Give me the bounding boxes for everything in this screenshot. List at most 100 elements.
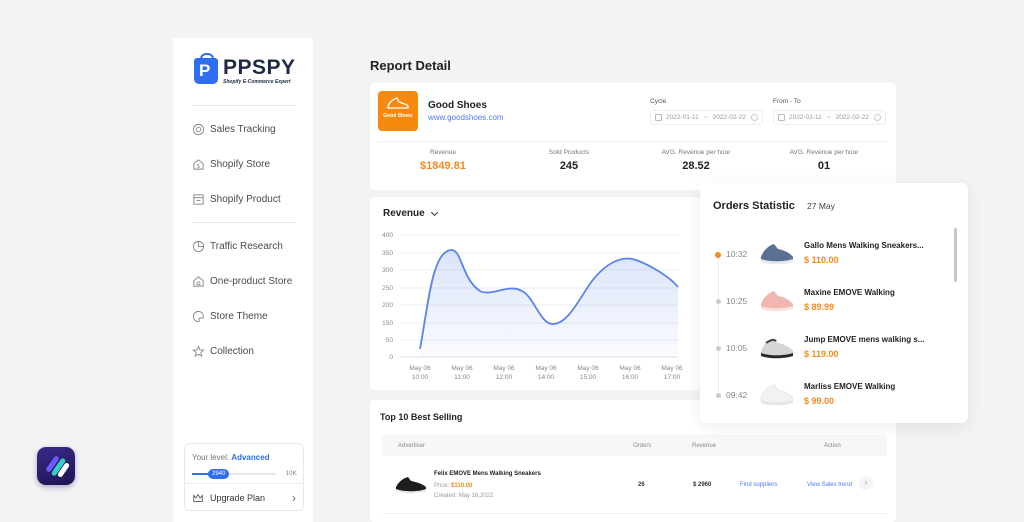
svg-text:May 06: May 06 — [535, 365, 557, 372]
sidebar-item-label: Collection — [210, 345, 254, 357]
from-to-date-range-picker[interactable]: 2022-01-11 ~ 2022-02-22 — [773, 110, 886, 125]
star-icon — [192, 344, 205, 357]
sidebar-item-sales-tracking[interactable]: Sales Tracking — [192, 119, 276, 139]
column-header-action: Action — [824, 443, 841, 449]
level-progress-max: 10K — [285, 470, 297, 477]
svg-text:200: 200 — [382, 302, 393, 309]
sidebar-item-label: Shopify Store — [210, 158, 271, 170]
upgrade-plan-button[interactable]: Upgrade Plan › — [185, 484, 303, 511]
cycle-date-range-picker[interactable]: 2022-01-11 ~ 2022-02-22 — [650, 110, 763, 125]
order-product-name: Marliss EMOVE Walking — [804, 382, 896, 391]
svg-text:May 06: May 06 — [577, 365, 599, 372]
cycle-label: Cycle — [650, 98, 667, 105]
svg-text:May 06: May 06 — [661, 365, 683, 372]
store-dollar-icon: $ — [193, 158, 204, 170]
sidebar-item-collection[interactable]: Collection — [192, 341, 254, 361]
level-value: Advanced — [231, 453, 270, 462]
sidebar-item-traffic-research[interactable]: Traffic Research — [192, 236, 283, 256]
level-progress-value: 2940 — [208, 469, 230, 479]
order-item[interactable]: 09:42 Marliss EMOVE Walking $ 99.00 — [700, 376, 950, 416]
area-fill — [420, 249, 678, 357]
chevron-right-icon[interactable]: › — [859, 476, 873, 490]
store-logo: Good Shoes — [378, 91, 418, 131]
page-title: Report Detail — [370, 58, 451, 73]
ppspy-logo[interactable]: PPSPY Shopify E-Commerce Expert — [194, 53, 295, 88]
product-created: Created: May 16,2022 — [434, 493, 494, 499]
timeline-dot — [716, 299, 721, 304]
timeline-dot — [716, 346, 721, 351]
order-price: $ 110.00 — [804, 255, 839, 265]
sidebar-item-one-product-store[interactable]: One-product Store — [192, 271, 292, 291]
store-summary-card: Good Shoes Good Shoes www.goodshoes.com … — [370, 83, 896, 190]
sidebar: PPSPY Shopify E-Commerce Expert Sales Tr… — [173, 38, 313, 522]
svg-text:400: 400 — [382, 232, 393, 239]
order-price: $ 99.00 — [804, 396, 835, 406]
order-item[interactable]: 10:32 Gallo Mens Walking Sneakers... $ 1… — [700, 235, 950, 275]
divider — [193, 222, 295, 223]
sidebar-item-shopify-product[interactable]: Shopify Product — [192, 189, 281, 209]
product-price: Price: $110.00 — [434, 483, 473, 489]
svg-text:12:00: 12:00 — [496, 374, 513, 381]
app-logo-icon[interactable] — [37, 447, 75, 485]
order-product-name: Gallo Mens Walking Sneakers... — [804, 241, 924, 250]
level-label: Your level: Advanced — [192, 453, 270, 462]
product-thumbnail — [760, 384, 794, 406]
calendar-icon — [778, 114, 785, 121]
timeline-dot-active — [715, 252, 721, 258]
sidebar-item-label: Shopify Product — [210, 193, 281, 205]
svg-text:16:00: 16:00 — [622, 374, 639, 381]
order-item[interactable]: 10:25 Maxine EMOVE Walking $ 89.99 — [700, 282, 950, 322]
table-row: Felix EMOVE Mens Walking Sneakers Price:… — [382, 456, 887, 514]
product-box-icon — [193, 193, 204, 205]
column-header-advertiser: Advertiser — [398, 443, 426, 449]
sidebar-item-label: One-product Store — [210, 275, 293, 287]
sidebar-item-shopify-store[interactable]: $ Shopify Store — [192, 154, 270, 174]
timeline-dot — [716, 393, 721, 398]
find-suppliers-link[interactable]: Find suppliers — [740, 482, 778, 488]
revenue-line-chart: 400 350 300 250 200 150 50 0 May 06 10:00… — [382, 232, 683, 381]
divider — [193, 105, 295, 106]
order-item[interactable]: 10:05 Jump EMOVE mens walking s... $ 119… — [700, 329, 950, 369]
product-name[interactable]: Felix EMOVE Mens Walking Sneakers — [434, 471, 541, 477]
user-level-card: Your level: Advanced 2940 10K Upgrade Pl… — [184, 443, 304, 511]
clear-icon[interactable] — [874, 114, 881, 121]
stat-avg-revenue-per-hour: AVG. Revenue per hour 28.52 — [661, 149, 731, 172]
svg-text:May 06: May 06 — [619, 365, 641, 372]
product-thumbnail — [761, 244, 793, 265]
sidebar-item-label: Sales Tracking — [210, 123, 276, 135]
house-icon — [193, 275, 204, 287]
stat-revenue: Revenue $1849.81 — [420, 149, 466, 172]
clear-icon[interactable] — [751, 114, 758, 121]
scrollbar[interactable] — [954, 228, 957, 282]
svg-text:250: 250 — [382, 285, 393, 292]
svg-text:150: 150 — [382, 320, 393, 327]
store-logo-text: Good Shoes — [383, 113, 413, 119]
view-sales-trend-link[interactable]: View Sales trend — [807, 482, 852, 488]
svg-text:0: 0 — [389, 354, 393, 361]
store-url-link[interactable]: www.goodshoes.com — [428, 113, 504, 122]
target-icon — [192, 123, 205, 135]
column-header-revenue: Revenue — [692, 443, 717, 449]
order-product-name: Jump EMOVE mens walking s... — [804, 335, 925, 344]
palette-icon — [193, 310, 204, 322]
level-progress-bar: 2940 — [192, 469, 276, 479]
best-selling-table: Advertiser Orders Revenue Action Felix E… — [382, 435, 887, 514]
sidebar-item-label: Store Theme — [210, 310, 268, 322]
svg-text:50: 50 — [386, 337, 394, 344]
svg-text:17:00: 17:00 — [664, 374, 681, 381]
svg-text:May 06: May 06 — [409, 365, 431, 372]
orders-title: Orders Statistic — [713, 200, 795, 212]
orders-date: 27 May — [807, 201, 835, 211]
x-axis-labels: May 06 10:00 May 06 11:00 May 06 12:00 May … — [409, 365, 683, 381]
svg-text:10:00: 10:00 — [412, 374, 429, 381]
stat-avg-revenue-per-hour-2: AVG. Revenue per hour 01 — [789, 149, 859, 172]
product-thumbnail — [761, 338, 793, 359]
y-axis-labels: 400 350 300 250 200 150 50 0 — [382, 232, 393, 361]
revenue-metric-dropdown[interactable]: Revenue — [383, 208, 438, 219]
svg-text:May 06: May 06 — [451, 365, 473, 372]
svg-text:May 06: May 06 — [493, 365, 515, 372]
sidebar-item-store-theme[interactable]: Store Theme — [192, 306, 268, 326]
sidebar-item-label: Traffic Research — [210, 240, 283, 252]
svg-text:$: $ — [197, 164, 200, 170]
crown-icon — [193, 493, 203, 502]
